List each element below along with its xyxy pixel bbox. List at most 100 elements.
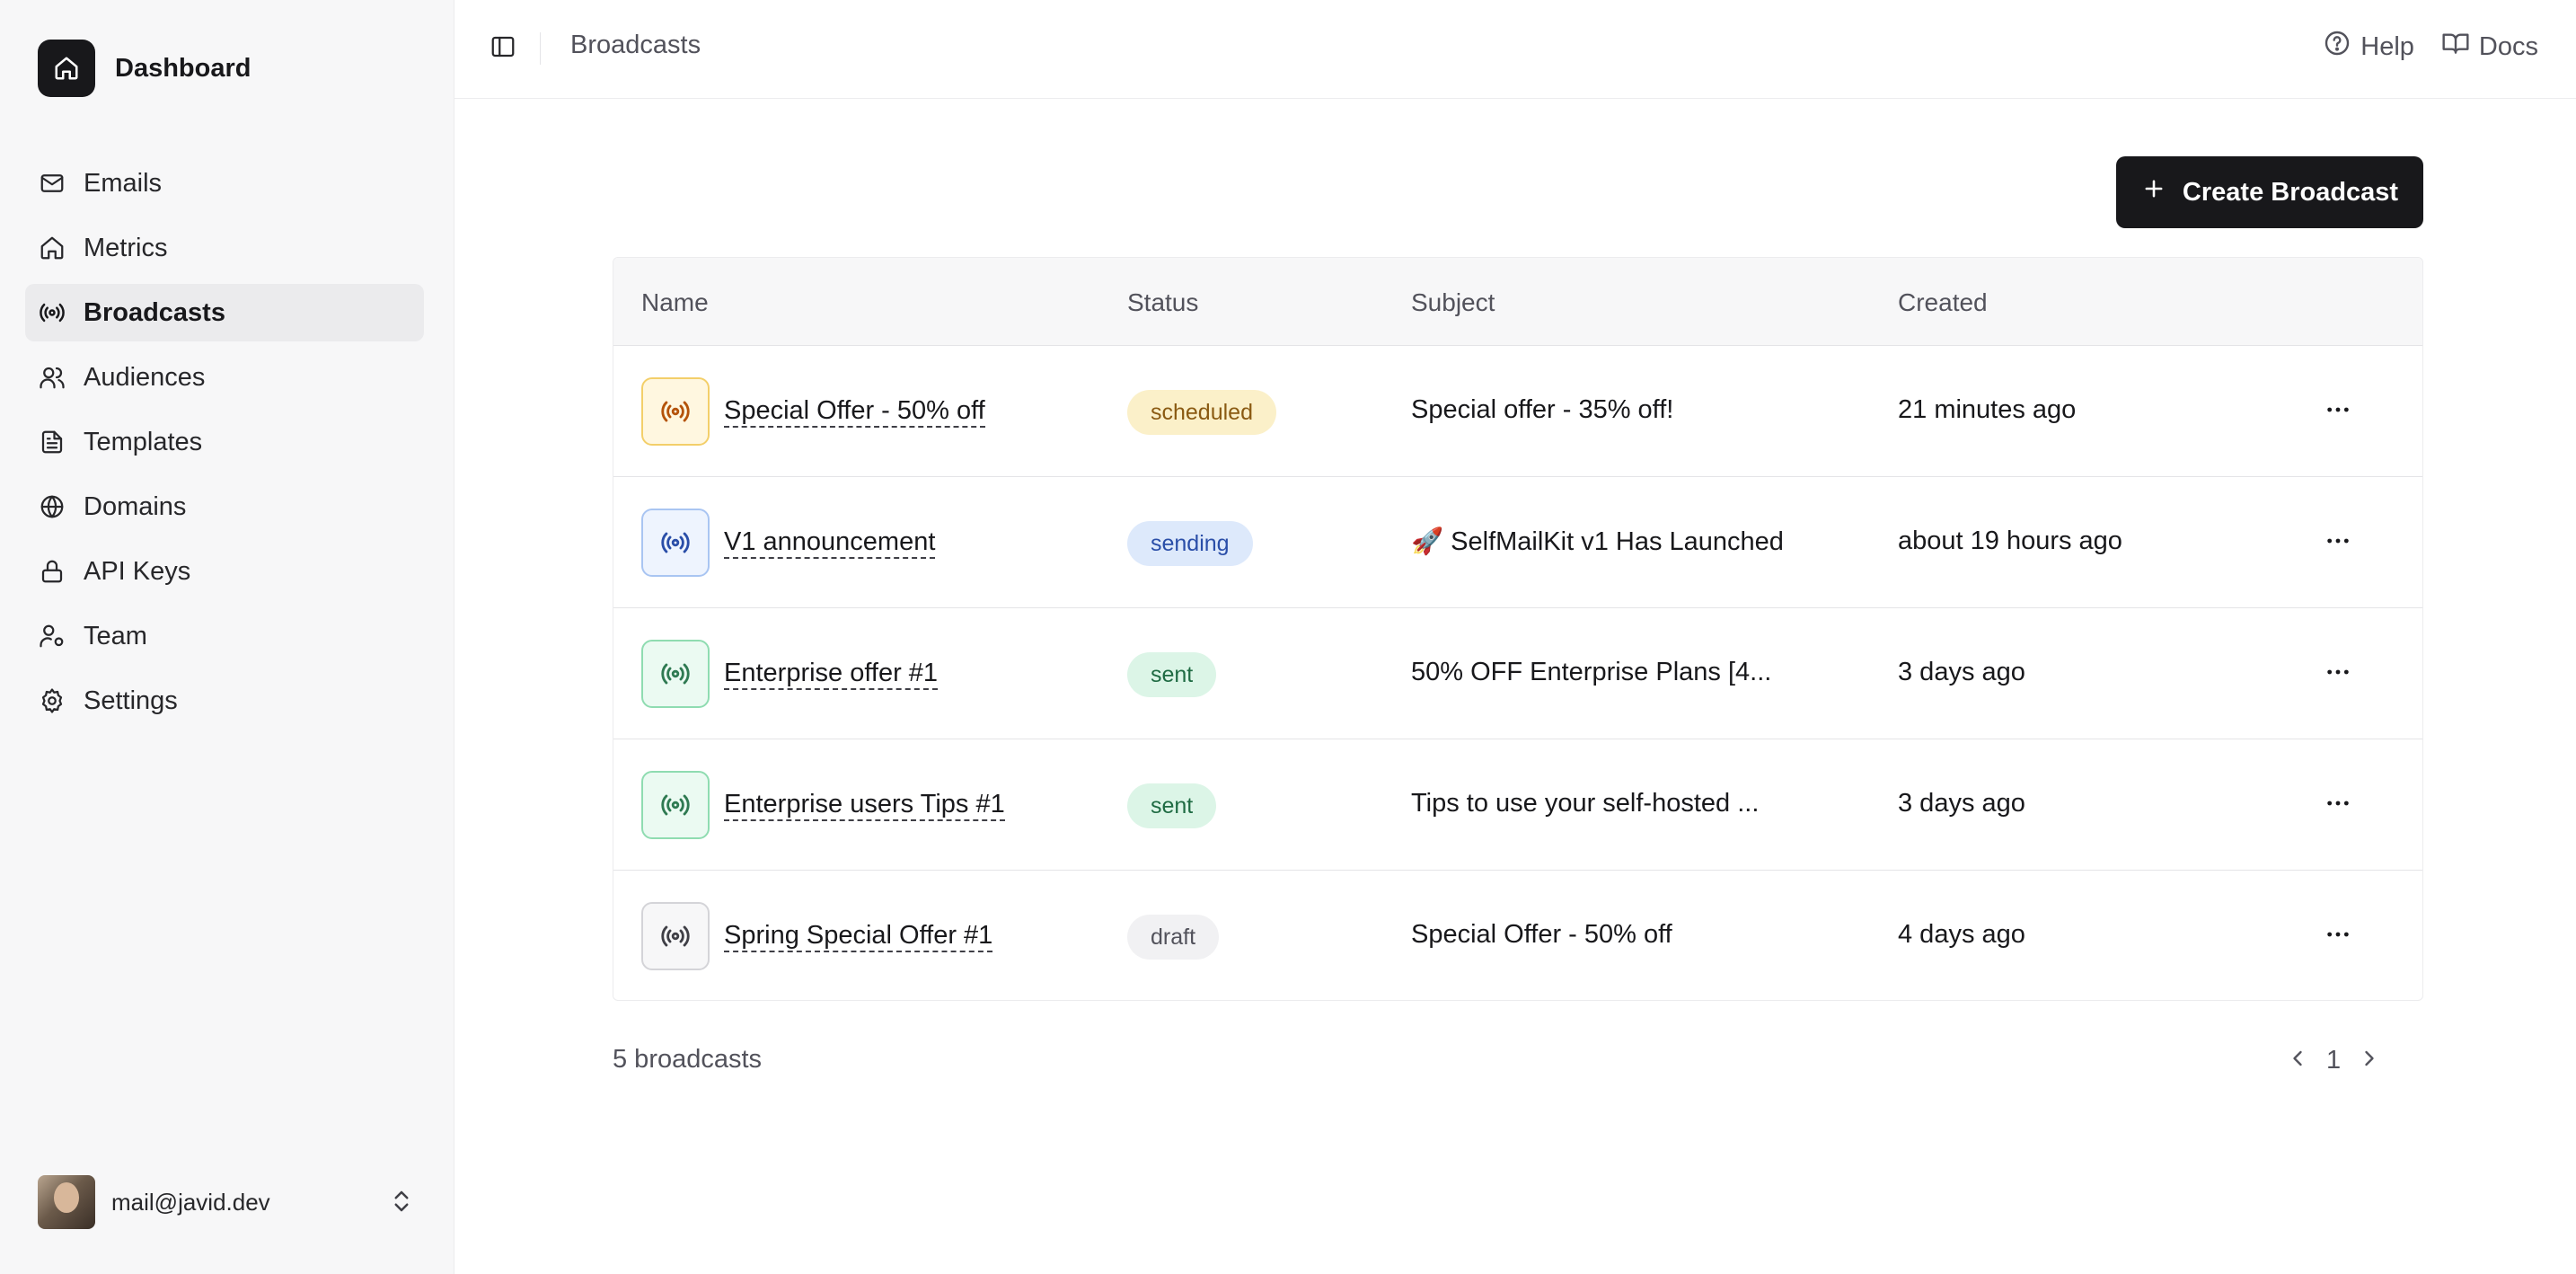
book-open-icon xyxy=(2441,29,2479,65)
status-badge: draft xyxy=(1127,915,1220,960)
help-link[interactable]: Help xyxy=(2323,29,2414,65)
broadcast-name-link[interactable]: V1 announcement xyxy=(724,526,936,559)
docs-link[interactable]: Docs xyxy=(2441,29,2538,65)
more-horizontal-icon xyxy=(2324,526,2352,560)
sidebar-item-label: Emails xyxy=(84,168,163,198)
brand-name: Dashboard xyxy=(115,53,251,83)
help-label: Help xyxy=(2360,31,2414,61)
subject-cell: Special offer - 35% off! xyxy=(1411,395,1674,424)
more-horizontal-icon xyxy=(2324,395,2352,429)
sidebar-item-team[interactable]: Team xyxy=(25,607,424,665)
subject-cell: 🚀 SelfMailKit v1 Has Launched xyxy=(1411,527,1784,556)
sidebar-item-settings[interactable]: Settings xyxy=(25,672,424,730)
chevrons-up-down-icon xyxy=(388,1188,415,1219)
broadcast-icon xyxy=(641,377,710,446)
column-header-created[interactable]: Created xyxy=(1898,288,1988,316)
sidebar-item-broadcasts[interactable]: Broadcasts xyxy=(25,284,424,341)
table-body: Special Offer - 50% off scheduled Special … xyxy=(613,346,2422,1000)
user-menu[interactable]: mail@javid.dev xyxy=(38,1175,415,1229)
sidebar-nav: Emails Metrics Broadcasts Audiences Temp… xyxy=(25,155,424,737)
column-header-status[interactable]: Status xyxy=(1127,288,1199,316)
status-badge: sending xyxy=(1127,521,1253,566)
chevron-left-icon xyxy=(2285,1046,2310,1075)
subject-cell: Tips to use your self-hosted ... xyxy=(1411,789,1760,818)
file-text-icon xyxy=(38,428,66,456)
previous-page-button[interactable] xyxy=(2281,1040,2314,1080)
table-row[interactable]: Special Offer - 50% off scheduled Special … xyxy=(613,346,2422,477)
header-divider xyxy=(540,32,541,65)
broadcast-count: 5 broadcasts xyxy=(613,1045,763,1074)
sidebar-item-label: Settings xyxy=(84,686,178,715)
column-header-name[interactable]: Name xyxy=(641,288,709,316)
sidebar-item-domains[interactable]: Domains xyxy=(25,478,424,535)
table-header: Name Status Subject Created xyxy=(613,258,2422,346)
subject-cell: 50% OFF Enterprise Plans [4... xyxy=(1411,658,1772,686)
sidebar-toggle-button[interactable] xyxy=(485,31,521,66)
status-badge: sent xyxy=(1127,652,1217,697)
subject-cell: Special Offer - 50% off xyxy=(1411,920,1672,949)
row-actions-button[interactable] xyxy=(2320,920,2356,952)
sidebar-item-label: Broadcasts xyxy=(84,297,225,327)
more-horizontal-icon xyxy=(2324,789,2352,822)
status-badge: scheduled xyxy=(1127,390,1276,435)
broadcast-icon xyxy=(641,509,710,577)
row-actions-button[interactable] xyxy=(2320,789,2356,821)
panel-left-icon xyxy=(490,33,516,65)
globe-icon xyxy=(38,492,66,521)
broadcast-name-link[interactable]: Enterprise offer #1 xyxy=(724,658,939,690)
sidebar-item-label: Team xyxy=(84,621,147,650)
table-row[interactable]: V1 announcement sending 🚀 SelfMailKit v1 H… xyxy=(613,477,2422,608)
broadcast-icon xyxy=(641,640,710,708)
status-badge: sent xyxy=(1127,783,1217,828)
user-cog-icon xyxy=(38,622,66,650)
header-links: Help Docs xyxy=(2296,29,2538,65)
broadcast-icon xyxy=(641,902,710,970)
sidebar-item-api-keys[interactable]: API Keys xyxy=(25,543,424,600)
sidebar-item-emails[interactable]: Emails xyxy=(25,155,424,212)
avatar xyxy=(38,1175,95,1229)
chevron-right-icon xyxy=(2357,1046,2382,1075)
breadcrumb: Broadcasts xyxy=(570,31,701,59)
created-cell: 21 minutes ago xyxy=(1898,395,2077,424)
user-email: mail@javid.dev xyxy=(111,1188,270,1216)
lock-icon xyxy=(38,557,66,586)
broadcast-name-link[interactable]: Spring Special Offer #1 xyxy=(724,920,993,952)
sidebar-item-label: Domains xyxy=(84,491,187,521)
gear-icon xyxy=(38,686,66,715)
help-circle-icon xyxy=(2323,29,2360,65)
table-row[interactable]: Enterprise users Tips #1 sent Tips to use … xyxy=(613,739,2422,871)
more-horizontal-icon xyxy=(2324,658,2352,691)
mail-icon xyxy=(38,169,66,198)
home-icon xyxy=(38,234,66,262)
sidebar: Dashboard Emails Metrics Broadcasts Audi… xyxy=(0,0,454,1274)
broadcast-icon xyxy=(38,298,66,327)
users-icon xyxy=(38,363,66,392)
row-actions-button[interactable] xyxy=(2320,395,2356,428)
sidebar-item-label: Templates xyxy=(84,427,203,456)
row-actions-button[interactable] xyxy=(2320,526,2356,559)
created-cell: 4 days ago xyxy=(1898,920,2025,949)
broadcast-name-link[interactable]: Special Offer - 50% off xyxy=(724,395,985,428)
docs-label: Docs xyxy=(2478,31,2538,61)
broadcast-icon xyxy=(641,771,710,839)
plus-icon xyxy=(2141,176,2183,208)
more-horizontal-icon xyxy=(2324,920,2352,953)
sidebar-item-templates[interactable]: Templates xyxy=(25,413,424,471)
current-page[interactable]: 1 xyxy=(2326,1045,2342,1075)
home-icon xyxy=(38,40,95,97)
column-header-subject[interactable]: Subject xyxy=(1411,288,1495,316)
create-broadcast-button[interactable]: Create Broadcast xyxy=(2116,156,2423,228)
created-cell: about 19 hours ago xyxy=(1898,526,2122,555)
broadcast-name-link[interactable]: Enterprise users Tips #1 xyxy=(724,789,1005,821)
pagination: 1 xyxy=(2281,1040,2386,1080)
sidebar-item-metrics[interactable]: Metrics xyxy=(25,219,424,277)
table-row[interactable]: Spring Special Offer #1 draft Special Offe… xyxy=(613,871,2422,1000)
row-actions-button[interactable] xyxy=(2320,658,2356,690)
next-page-button[interactable] xyxy=(2353,1040,2386,1080)
sidebar-item-label: API Keys xyxy=(84,556,191,586)
sidebar-item-audiences[interactable]: Audiences xyxy=(25,349,424,406)
created-cell: 3 days ago xyxy=(1898,789,2025,818)
sidebar-item-label: Metrics xyxy=(84,233,168,262)
table-row[interactable]: Enterprise offer #1 sent 50% OFF Enterpris… xyxy=(613,608,2422,739)
brand[interactable]: Dashboard xyxy=(38,40,251,97)
